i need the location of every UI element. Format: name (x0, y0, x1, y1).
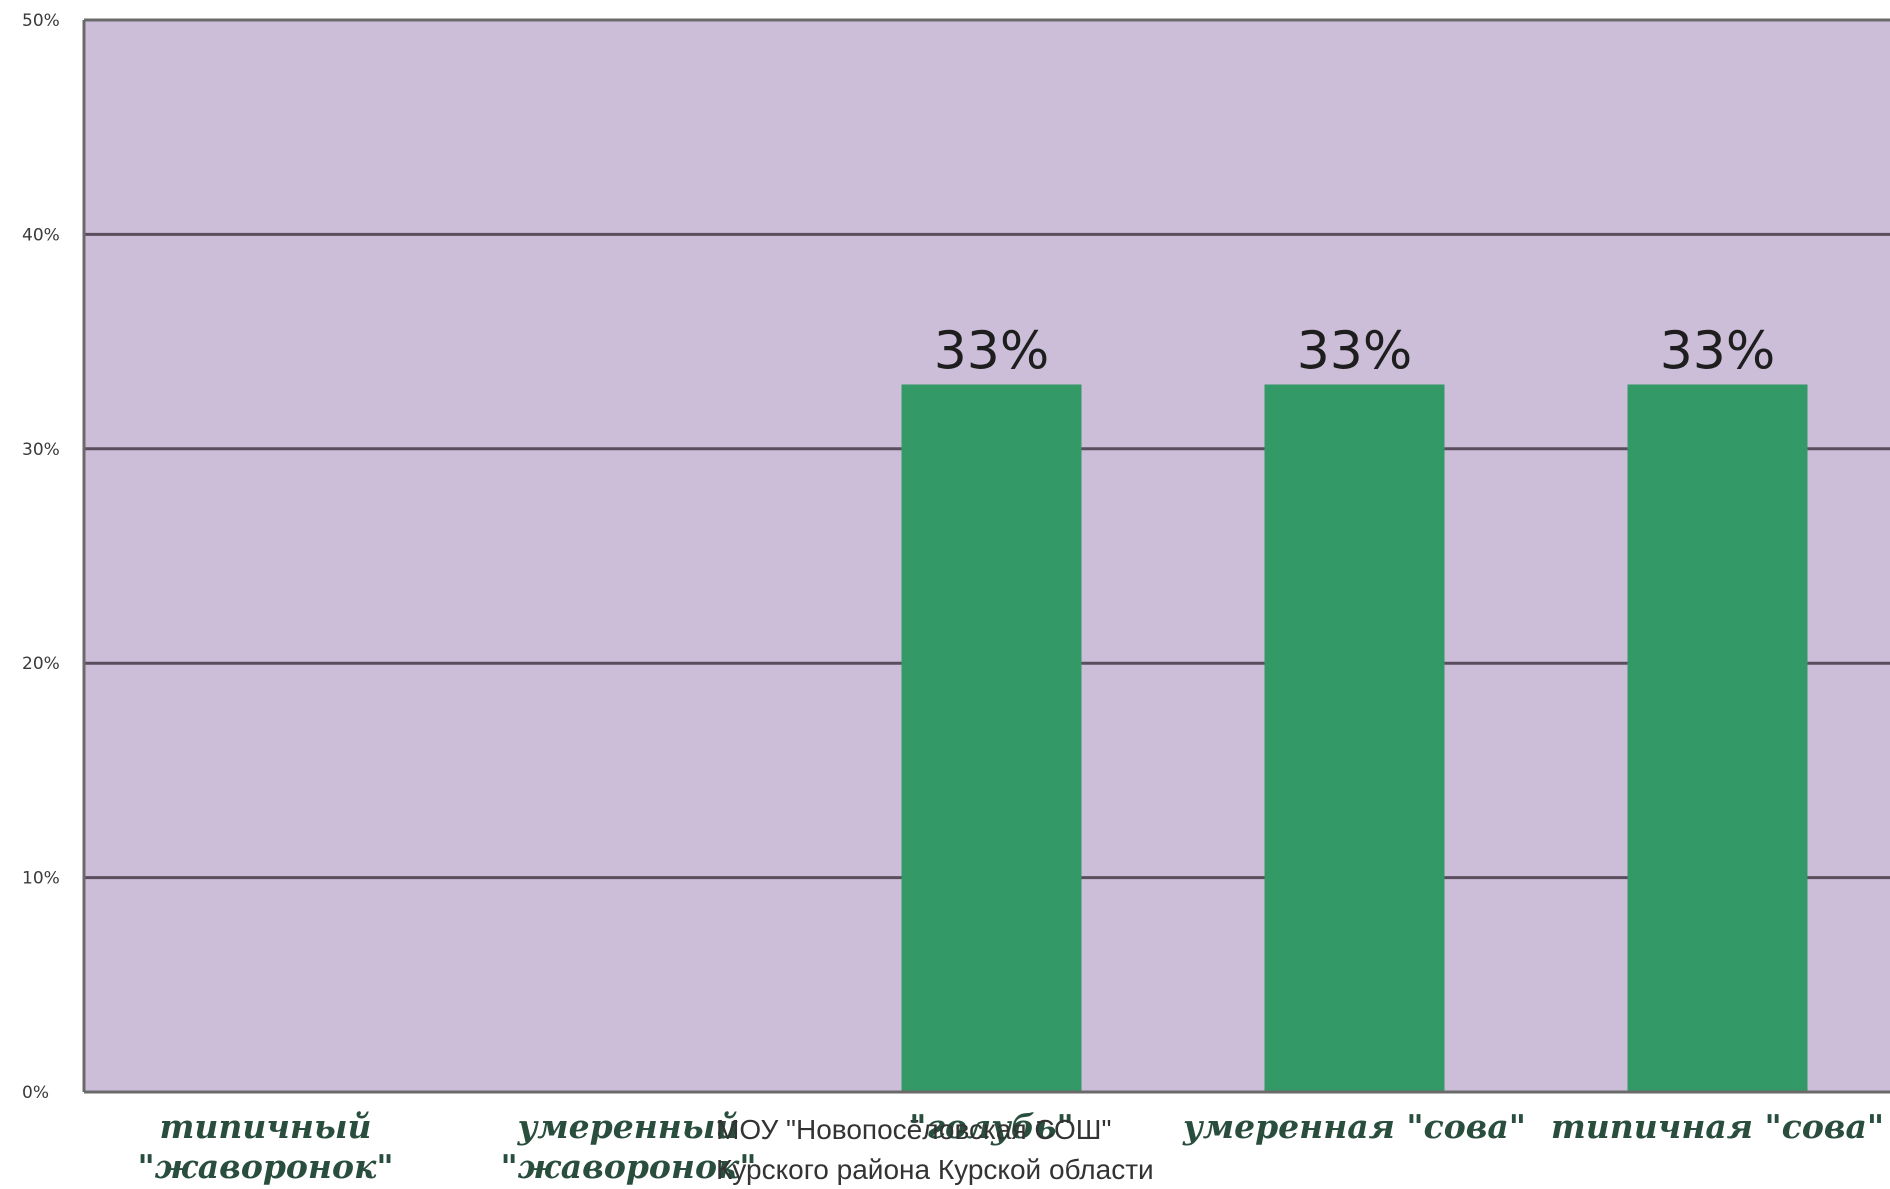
data-label: 33% (1660, 321, 1776, 381)
category-label: умеренная "сова" (1182, 1107, 1526, 1146)
data-label: 33% (1297, 321, 1413, 381)
category-label-line: типичная "сова" (1551, 1107, 1884, 1146)
category-label-line: "жаворонок" (137, 1147, 393, 1186)
y-tick-label: 0% (22, 1083, 49, 1103)
category-label-line: типичный (159, 1107, 371, 1146)
y-tick-label: 10% (22, 869, 60, 889)
category-label-line: "голубь" (909, 1107, 1073, 1146)
footer-caption: МОУ "Новопосёловская СОШ" Курского район… (716, 1110, 1154, 1189)
category-label: типичный "жаворонок" (137, 1107, 393, 1186)
y-tick-label: 50% (22, 11, 60, 31)
category-label-line: умеренная "сова" (1182, 1107, 1526, 1146)
footer-line-2: Курского района Курской области (716, 1154, 1154, 1185)
data-label: 33% (934, 321, 1050, 381)
footer-line-1: МОУ "Новопосёловская СОШ" (716, 1114, 1112, 1145)
bar (901, 384, 1082, 1093)
category-label-line: умеренный (517, 1107, 740, 1146)
y-tick-label: 30% (22, 440, 60, 460)
y-tick-label: 20% (22, 654, 60, 674)
category-label: типичная "сова" (1551, 1107, 1884, 1146)
bar (1627, 384, 1808, 1093)
category-label: умеренный "жаворонок" (500, 1107, 756, 1186)
y-tick-label: 40% (22, 225, 60, 245)
bar (1264, 384, 1445, 1093)
category-label: "голубь" (909, 1107, 1073, 1146)
category-label-line: "жаворонок" (500, 1147, 756, 1186)
